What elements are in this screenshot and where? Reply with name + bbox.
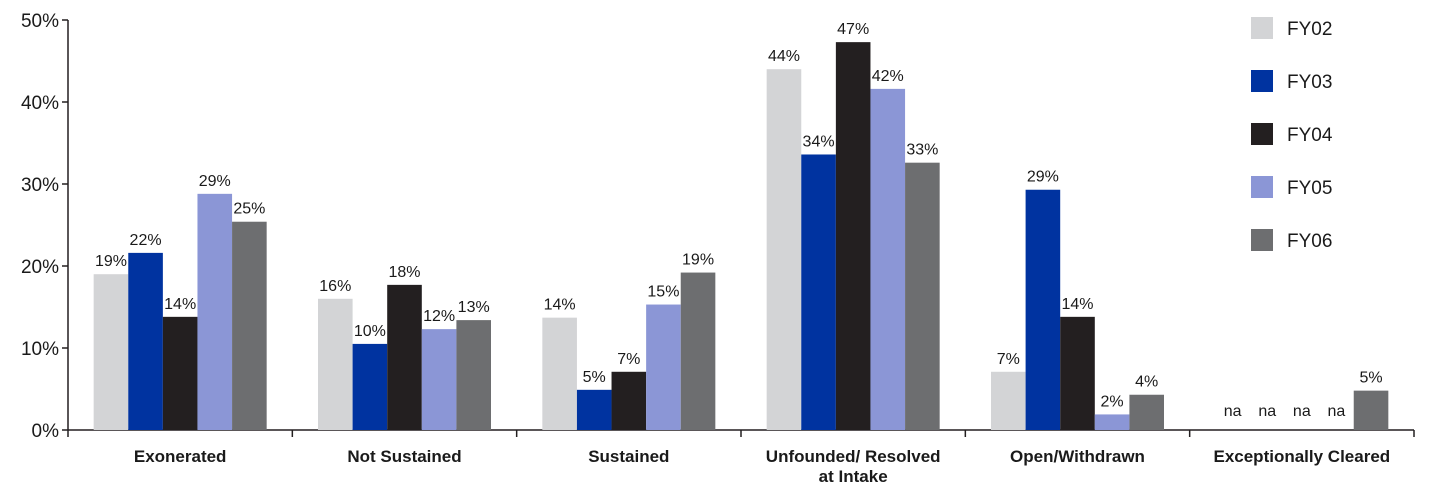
legend-label-fy05: FY05 — [1287, 178, 1332, 199]
data-label: 5% — [583, 369, 606, 386]
data-label-na: na — [1258, 403, 1276, 420]
bar-fy04 — [835, 42, 871, 430]
legend-label-fy06: FY06 — [1287, 231, 1332, 252]
bar-fy02 — [542, 317, 577, 430]
bar-fy06 — [456, 320, 491, 430]
data-label: 18% — [388, 264, 420, 281]
x-category-label: Sustained — [588, 447, 669, 466]
legend-label-fy04: FY04 — [1287, 125, 1333, 146]
bar-fy05 — [1094, 414, 1130, 430]
data-label: 15% — [647, 284, 679, 301]
x-category-label: Not Sustained — [347, 447, 461, 466]
legend-swatch-fy04 — [1251, 123, 1273, 145]
data-label: 22% — [130, 232, 162, 249]
y-axis: 0% 10% 20% 30% 40% 50% — [21, 11, 69, 442]
bar-fy02 — [318, 298, 353, 430]
data-label: 44% — [768, 48, 800, 65]
data-label: 19% — [682, 252, 714, 269]
legend-label-fy02: FY02 — [1287, 19, 1332, 40]
legend-swatch-fy05 — [1251, 176, 1273, 198]
bar-fy03 — [1025, 189, 1061, 430]
y-tick-label: 40% — [21, 93, 59, 114]
bar-fy06 — [1353, 390, 1389, 430]
data-label: 14% — [544, 297, 576, 314]
bar-fy03 — [352, 343, 388, 430]
data-label: 42% — [872, 68, 904, 85]
bar-fy05 — [421, 329, 457, 430]
data-label: 7% — [997, 351, 1020, 368]
x-category-label: Open/Withdrawn — [1010, 447, 1145, 466]
data-label: 4% — [1135, 374, 1158, 391]
data-label: 10% — [354, 323, 386, 340]
bar-fy06 — [1129, 394, 1164, 430]
bar-fy04 — [387, 284, 422, 430]
data-label: 33% — [906, 142, 938, 159]
bar-fy06 — [680, 272, 716, 430]
data-label: 14% — [164, 296, 196, 313]
data-label-na: na — [1328, 403, 1346, 420]
y-tick-label: 30% — [21, 175, 59, 196]
data-label: 14% — [1061, 296, 1093, 313]
legend-swatch-fy02 — [1251, 17, 1273, 39]
x-category-label: Unfounded/ Resolved — [766, 447, 941, 466]
bar-fy03 — [128, 252, 163, 430]
data-label-na: na — [1224, 403, 1242, 420]
x-category-label: Exonerated — [134, 447, 227, 466]
legend-swatch-fy06 — [1251, 229, 1273, 251]
bar-fy04 — [162, 316, 198, 430]
bar-fy03 — [801, 154, 836, 431]
data-label: 5% — [1359, 370, 1382, 387]
bar-fy06 — [232, 221, 267, 430]
x-axis: Exonerated Not Sustained Sustained Unfounde… — [67, 429, 1415, 486]
bar-fy02 — [93, 274, 129, 430]
bar-fy02 — [766, 69, 802, 430]
bar-fy02 — [991, 371, 1026, 430]
bar-fy03 — [576, 389, 612, 430]
legend-label-fy03: FY03 — [1287, 72, 1332, 93]
y-tick-label: 10% — [21, 339, 59, 360]
legend: FY02 FY03 FY04 FY05 FY06 — [1251, 17, 1333, 252]
x-category-label: Exceptionally Cleared — [1213, 447, 1390, 466]
bar-fy05 — [870, 88, 906, 430]
legend-swatch-fy03 — [1251, 70, 1273, 92]
data-label: 19% — [95, 253, 127, 270]
y-tick-label: 0% — [32, 421, 60, 442]
data-label: 29% — [199, 173, 231, 190]
bar-fy04 — [611, 371, 647, 430]
data-label: 34% — [803, 133, 835, 150]
data-label: 7% — [617, 351, 640, 368]
x-category-label: at Intake — [819, 467, 888, 486]
y-tick-label: 20% — [21, 257, 59, 278]
y-tick-label: 50% — [21, 11, 59, 32]
data-label: 29% — [1027, 169, 1059, 186]
bar-fy05 — [646, 304, 681, 430]
bar-fy05 — [197, 193, 233, 430]
bar-fy06 — [905, 162, 940, 430]
data-labels: 19% 16% 14% 44% 7% na 22% 10% 5% 34% 29% na 14% 18% 7%… — [95, 21, 1383, 420]
data-label: 47% — [837, 21, 869, 38]
data-label: 13% — [458, 299, 490, 316]
data-label: 12% — [423, 308, 455, 325]
data-label: 25% — [233, 201, 265, 218]
bars — [93, 42, 1389, 431]
bar-fy04 — [1060, 316, 1095, 430]
data-label: 16% — [319, 278, 351, 295]
data-label: 2% — [1101, 393, 1124, 410]
data-label-na: na — [1293, 403, 1311, 420]
